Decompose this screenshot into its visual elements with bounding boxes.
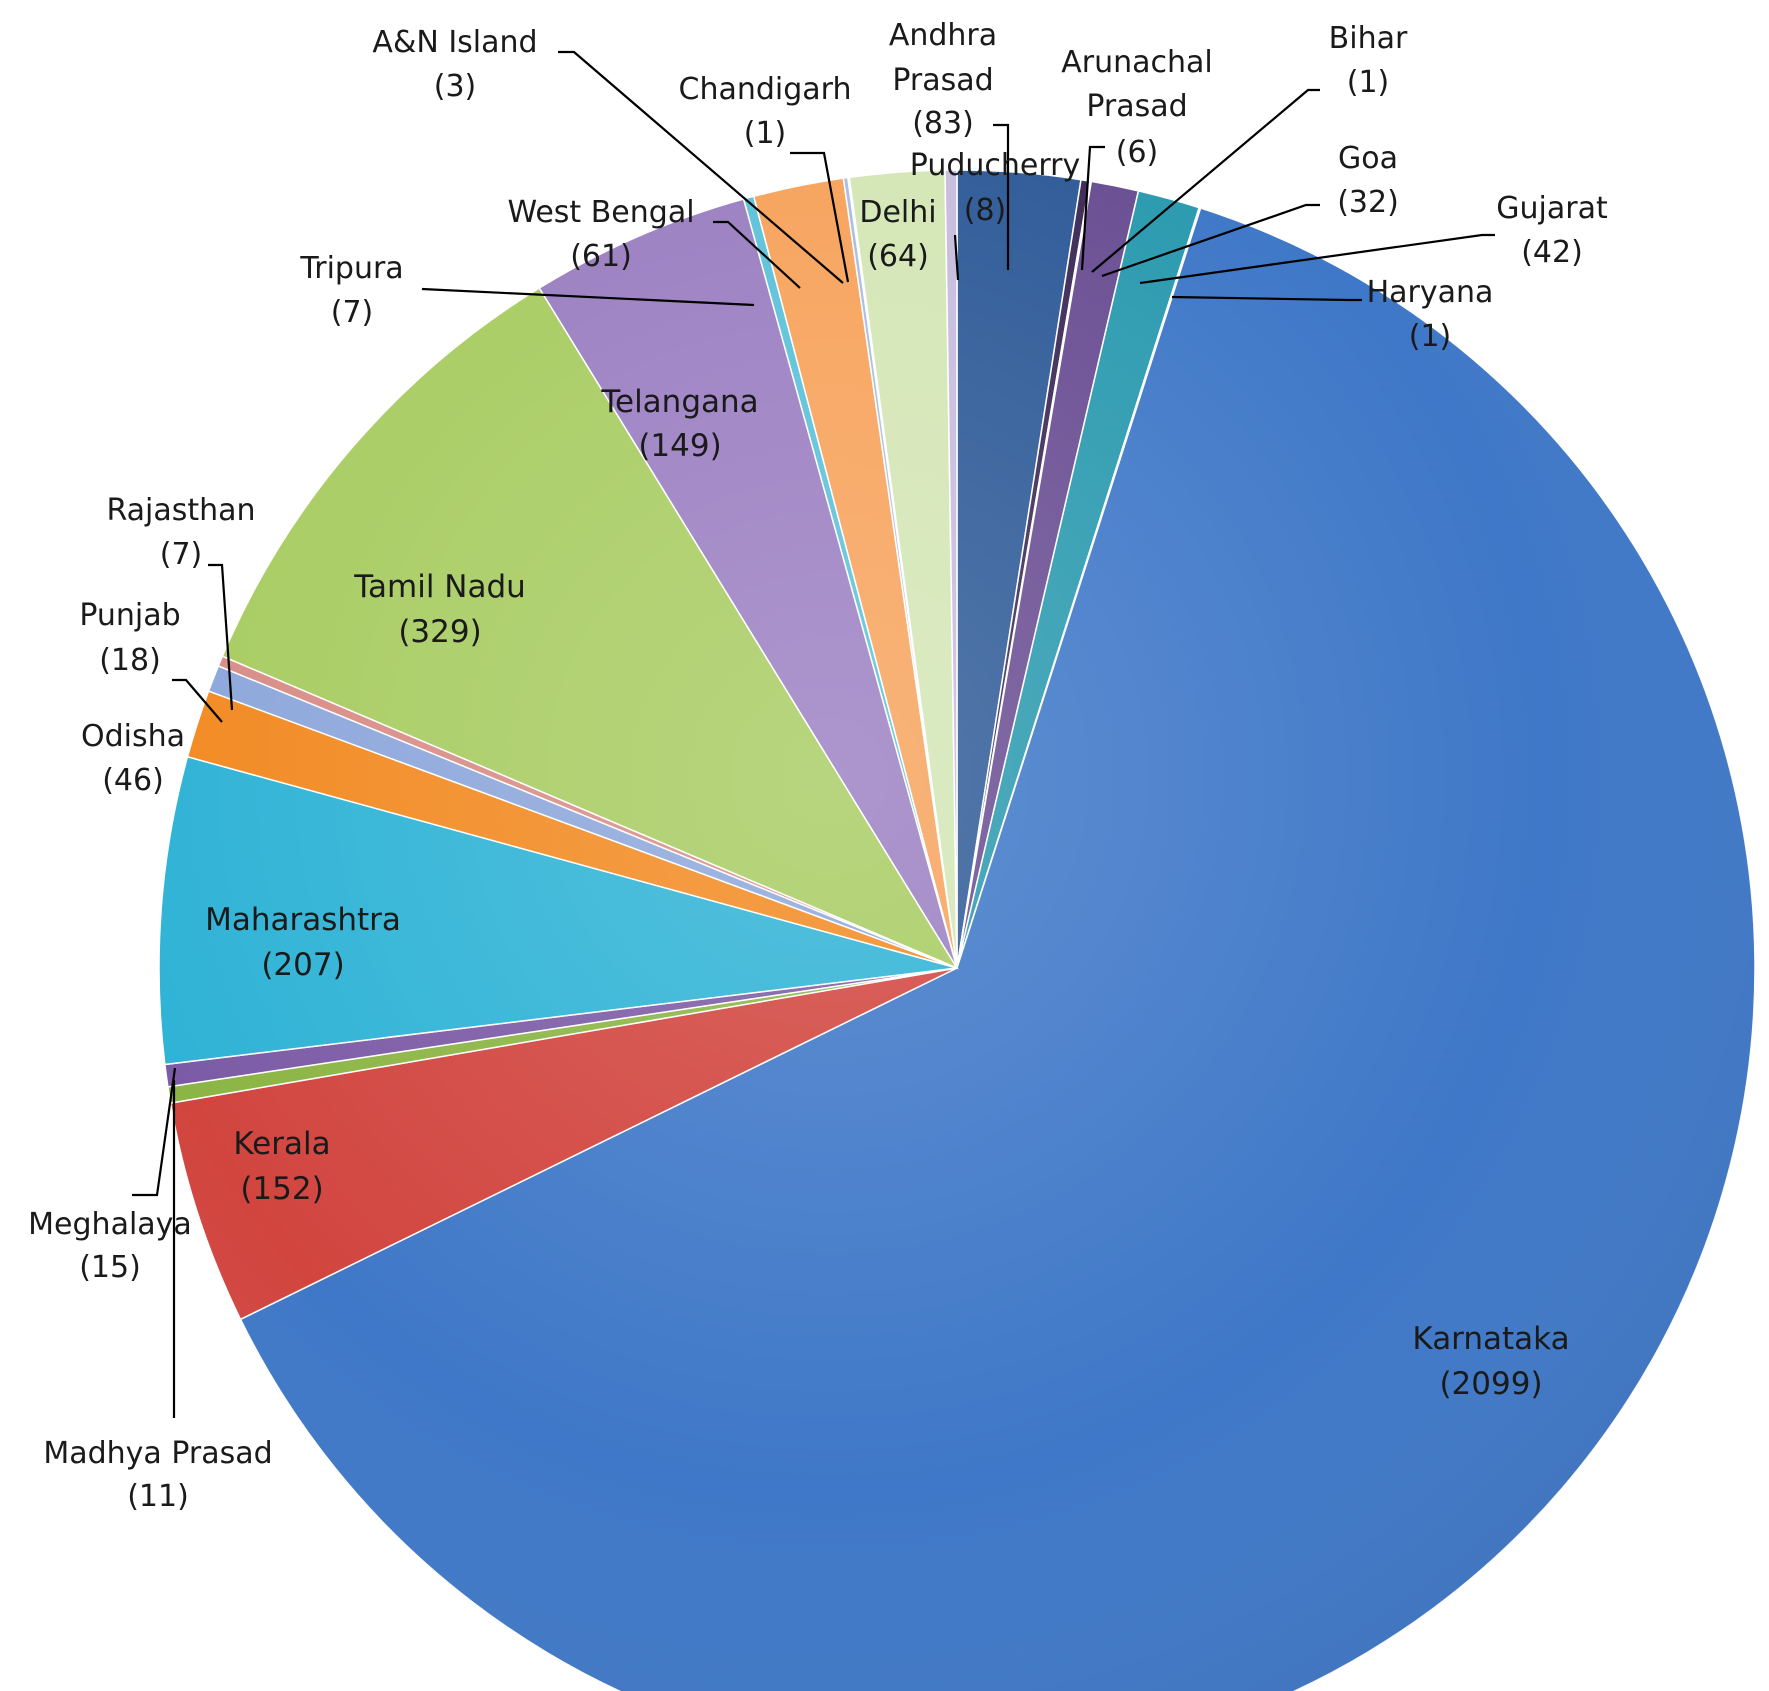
leader-tripura — [421, 287, 755, 307]
label-odisha-value: (46) — [102, 763, 164, 798]
label-odisha-name: Odisha — [81, 719, 185, 754]
leader-haryana — [1171, 295, 1362, 302]
label-haryana-name: Haryana — [1367, 275, 1494, 310]
label-goa-name: Goa — [1338, 141, 1398, 176]
leader-lines — [132, 50, 1495, 1418]
label-bihar-name: Bihar — [1329, 21, 1408, 56]
label-aandn-island-value: (3) — [434, 69, 477, 104]
label-west-bengal-value: (61) — [570, 239, 632, 274]
leader-west-bengal — [713, 220, 801, 289]
label-gujarat-value: (42) — [1521, 235, 1583, 270]
label-punjab-value: (18) — [99, 643, 161, 678]
leader-bihar — [1091, 88, 1320, 273]
label-west-bengal-name: West Bengal — [507, 195, 694, 230]
label-delhi-name: Delhi — [859, 195, 936, 230]
leader-meghalaya — [132, 1067, 177, 1197]
label-tripura-value: (7) — [331, 295, 374, 330]
label-tamil-nadu-name: Tamil Nadu — [353, 569, 526, 605]
label-kerala-value: (152) — [240, 1171, 323, 1207]
label-punjab-name: Punjab — [79, 598, 180, 633]
label-chandigarh-value: (1) — [744, 116, 787, 151]
label-rajasthan-value: (7) — [160, 537, 203, 572]
label-puducherry-value: (8) — [964, 193, 1007, 228]
leader-aandn-island — [558, 50, 844, 284]
label-puducherry-name: Puducherry — [910, 148, 1081, 183]
label-arunachal-prasad-name-1: Arunachal — [1061, 45, 1213, 80]
label-rajasthan-name: Rajasthan — [106, 493, 255, 528]
label-kerala-name: Kerala — [233, 1126, 330, 1162]
label-arunachal-prasad-value: (6) — [1116, 135, 1159, 170]
label-tripura-name: Tripura — [299, 251, 403, 286]
label-gujarat-name: Gujarat — [1496, 191, 1608, 226]
label-meghalaya-value: (15) — [79, 1250, 141, 1285]
label-delhi-value: (64) — [867, 239, 929, 274]
label-meghalaya-name: Meghalaya — [28, 1207, 192, 1242]
label-andhra-prasad-value: (83) — [912, 106, 974, 141]
label-goa-value: (32) — [1337, 185, 1399, 220]
label-telangana-value: (149) — [638, 428, 721, 464]
leader-goa — [1101, 203, 1320, 278]
label-madhya-prasad-value: (11) — [127, 1479, 189, 1514]
label-bihar-value: (1) — [1347, 65, 1390, 100]
label-karnataka-value: (2099) — [1439, 1366, 1542, 1402]
label-aandn-island-name: A&N Island — [372, 25, 537, 60]
leader-andhra-prasad — [993, 123, 1010, 270]
label-telangana-name: Telangana — [600, 384, 758, 420]
label-andhra-prasad-name-2: Prasad — [892, 63, 993, 98]
label-arunachal-prasad-name-2: Prasad — [1086, 89, 1187, 124]
label-karnataka-name: Karnataka — [1412, 1321, 1569, 1357]
leader-chandigarh — [790, 151, 850, 283]
slice-labels: Andhra Prasad (83) Arunachal Prasad (6) Bihar (… — [28, 18, 1608, 1514]
label-andhra-prasad-name-1: Andhra — [889, 18, 997, 53]
leader-punjab — [172, 678, 223, 723]
label-madhya-prasad-name: Madhya Prasad — [43, 1436, 272, 1471]
label-tamil-nadu-value: (329) — [398, 614, 481, 650]
label-maharashtra-value: (207) — [261, 947, 344, 983]
leader-puducherry — [953, 234, 960, 281]
label-chandigarh-name: Chandigarh — [679, 72, 852, 107]
leader-rajasthan — [208, 563, 234, 711]
label-maharashtra-name: Maharashtra — [205, 902, 401, 938]
leader-arunachal-prasad — [1080, 145, 1105, 271]
label-haryana-value: (1) — [1409, 319, 1452, 354]
leader-gujarat — [1139, 233, 1495, 285]
